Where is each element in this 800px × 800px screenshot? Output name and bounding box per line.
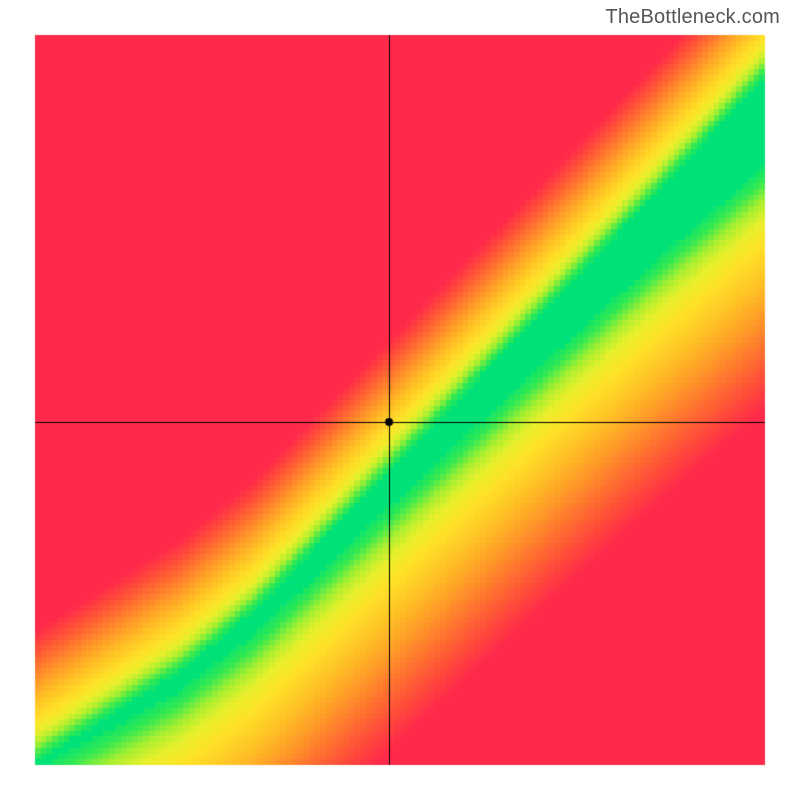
chart-container: TheBottleneck.com [0, 0, 800, 800]
bottleneck-heatmap [0, 0, 800, 800]
watermark-text: TheBottleneck.com [605, 6, 780, 29]
